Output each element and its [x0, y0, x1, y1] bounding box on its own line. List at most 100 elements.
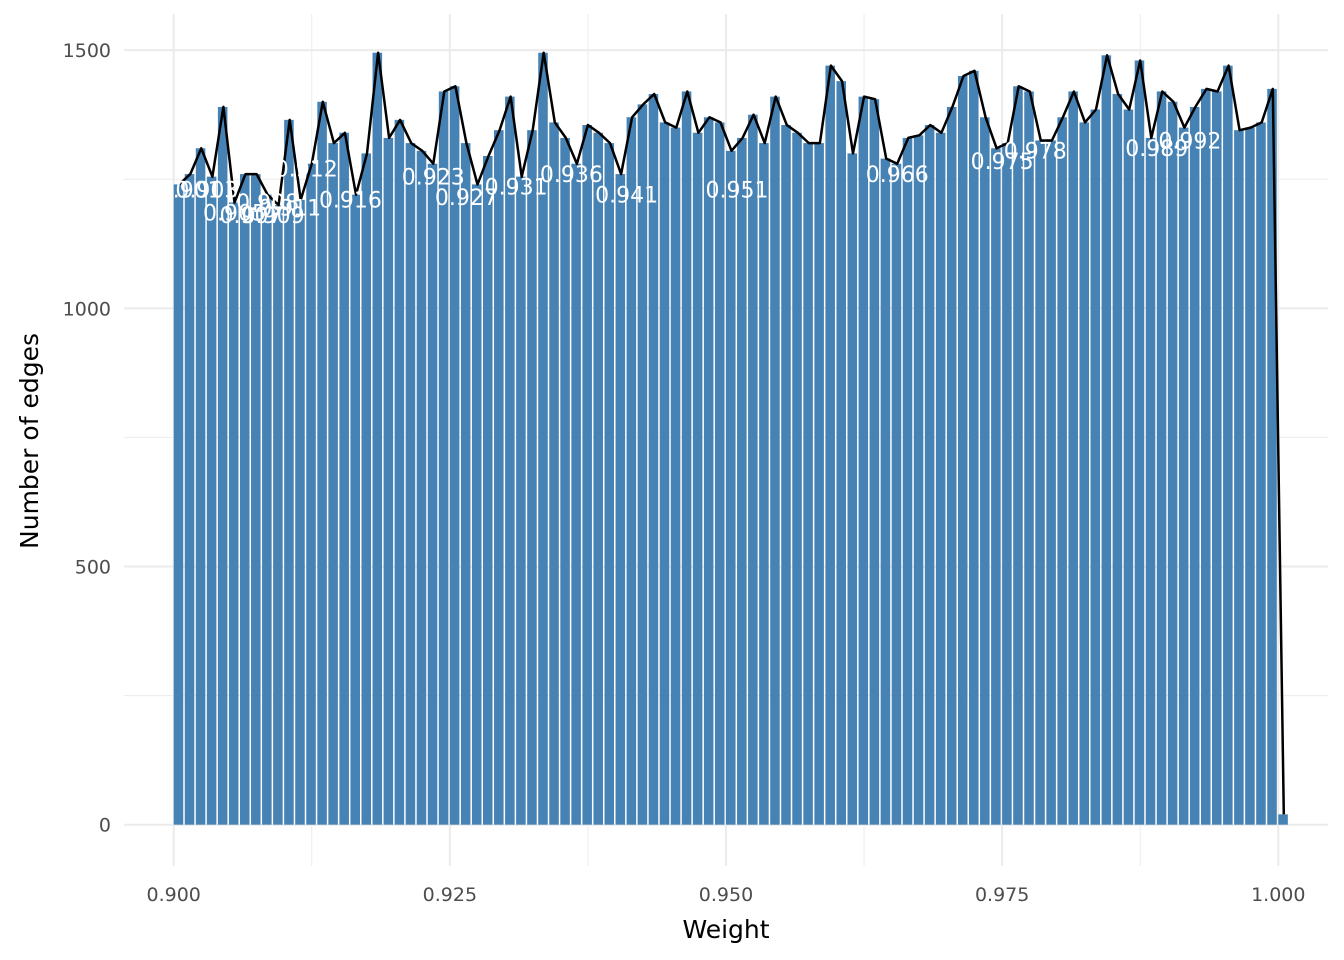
- y-tick-label: 1500: [63, 40, 111, 62]
- histogram-bar: [869, 99, 880, 825]
- histogram-bar: [1278, 814, 1288, 825]
- histogram-bar: [770, 96, 780, 825]
- histogram-bar: [516, 176, 526, 825]
- data-label: 0.901: [159, 178, 222, 203]
- data-label: 0.908: [236, 191, 299, 216]
- histogram-bar: [659, 122, 670, 825]
- data-label: 0.907: [220, 204, 283, 229]
- histogram-bar: [1035, 140, 1045, 825]
- histogram-bar: [1024, 91, 1034, 825]
- histogram-bar: [670, 127, 681, 825]
- histogram-bar: [935, 132, 946, 825]
- histogram-bar: [615, 174, 626, 825]
- histogram-bar: [1079, 122, 1090, 825]
- x-axis-title: Weight: [682, 915, 769, 944]
- histogram-bar: [1090, 109, 1101, 825]
- data-label: 0.911: [258, 196, 321, 221]
- histogram-bar: [858, 96, 869, 825]
- histogram-bar: [759, 143, 769, 825]
- frequency-polyline: [178, 51, 1286, 815]
- histogram-bar: [416, 150, 427, 825]
- histogram-bar: [494, 130, 504, 825]
- data-label: 0.966: [866, 163, 929, 188]
- histogram-bar: [737, 137, 747, 825]
- data-label: 0.978: [1004, 140, 1067, 165]
- data-label: 0.923: [402, 165, 465, 190]
- histogram-bar: [571, 163, 581, 825]
- x-tick-label: 0.950: [699, 884, 753, 906]
- histogram-bar: [1046, 140, 1056, 825]
- y-tick-label: 1000: [63, 298, 111, 320]
- histogram-bar: [1189, 106, 1200, 825]
- histogram-bar: [1112, 94, 1123, 825]
- histogram-bar: [803, 143, 813, 825]
- data-label: 0.951: [706, 178, 769, 203]
- histogram-bar: [1234, 130, 1244, 825]
- data-label: 0.909: [242, 204, 305, 229]
- histogram-bar: [946, 106, 957, 825]
- histogram-bar: [924, 125, 935, 825]
- x-tick-label: 0.900: [147, 884, 201, 906]
- histogram-bar: [394, 119, 405, 825]
- histogram-bar: [361, 153, 372, 825]
- histogram-bar: [1267, 88, 1277, 825]
- histogram-bar: [626, 117, 637, 825]
- histogram-bar: [471, 184, 482, 825]
- y-axis-title: Number of edges: [15, 333, 44, 549]
- histogram-bar: [1212, 91, 1222, 825]
- histogram-bar: [891, 163, 902, 825]
- x-tick-label: 0.925: [423, 884, 477, 906]
- histogram-bar: [350, 194, 360, 825]
- data-label: 0.992: [1158, 129, 1221, 154]
- histogram-bar: [173, 184, 184, 825]
- histogram-bar: [317, 101, 327, 825]
- histogram-bar: [1156, 91, 1167, 825]
- histogram-bar: [505, 96, 515, 825]
- histogram-bar: [273, 205, 283, 825]
- data-label: 0.905: [203, 202, 266, 227]
- histogram-bar: [714, 122, 725, 825]
- histogram-bar: [383, 137, 394, 825]
- histogram-bar: [1013, 86, 1023, 825]
- y-tick-label: 500: [75, 557, 111, 579]
- histogram-bar: [195, 148, 206, 825]
- histogram-bar: [582, 125, 592, 825]
- histogram-bar: [306, 163, 316, 825]
- x-axis-ticks: 0.900 0.925 0.950 0.975 1.000: [147, 884, 1306, 906]
- histogram-bar: [482, 156, 493, 825]
- histogram-bar: [1002, 143, 1012, 825]
- histogram-bar: [549, 122, 559, 825]
- histogram-bar: [184, 174, 195, 825]
- histogram-bar: [239, 174, 250, 825]
- data-label: 0.941: [595, 183, 658, 208]
- frequency-line: [178, 51, 1286, 815]
- histogram-bar: [1223, 65, 1233, 825]
- histogram-bar: [957, 75, 968, 825]
- histogram-bar: [1256, 122, 1266, 825]
- histogram-bar: [217, 106, 228, 825]
- data-label: 0.975: [971, 150, 1034, 175]
- histogram-bar: [814, 143, 824, 825]
- histogram-bar: [449, 86, 460, 825]
- y-tick-label: 0: [99, 815, 111, 837]
- histogram-bar: [560, 137, 570, 825]
- histogram-bar: [251, 174, 261, 825]
- histogram-bar: [913, 135, 924, 825]
- histogram-bar: [339, 132, 349, 825]
- histogram-bar: [1068, 91, 1078, 825]
- histogram-bar: [648, 94, 659, 825]
- histogram-bar: [681, 91, 692, 825]
- histogram-bar: [1178, 127, 1189, 825]
- histogram-bar: [538, 52, 548, 825]
- x-tick-label: 0.975: [975, 884, 1029, 906]
- data-label: 0.903: [175, 178, 238, 203]
- histogram-bar: [847, 153, 858, 825]
- histogram-bar: [1167, 101, 1178, 825]
- y-axis-ticks: 0 500 1000 1500: [63, 40, 111, 837]
- data-label: 0.931: [485, 176, 548, 201]
- histogram-bar: [593, 132, 603, 825]
- histogram-bar: [328, 143, 338, 825]
- histogram-bar: [228, 202, 239, 825]
- histogram-bar: [825, 65, 835, 825]
